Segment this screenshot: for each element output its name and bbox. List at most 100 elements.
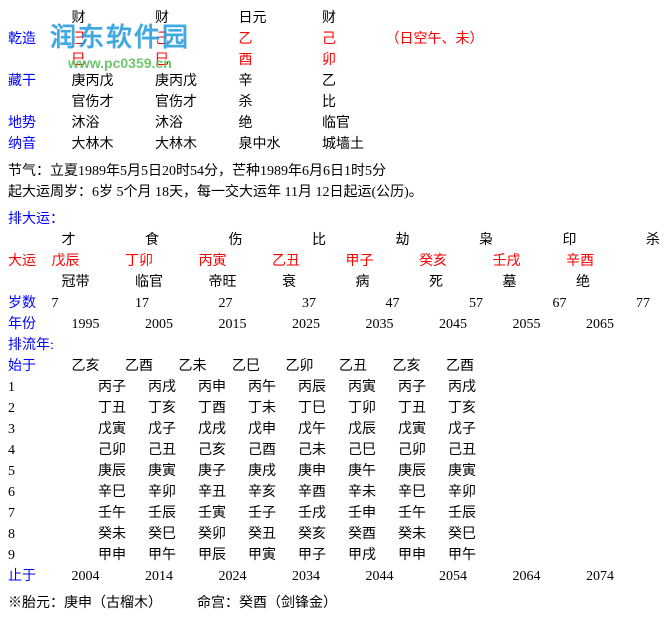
dayun-pillar: 甲子 (346, 251, 416, 272)
liunian-cell: 辛丑 (198, 482, 248, 503)
liunian-cell: 甲午 (148, 545, 198, 566)
liunian-row-num: 8 (8, 524, 98, 545)
dayun-pillar: 壬戌 (493, 251, 563, 272)
dayun-year: 2055 (513, 314, 583, 335)
jieqi-line: 节气：立夏1989年5月5日20时54分，芒种1989年6月6日1时5分 (8, 161, 661, 182)
liunian-row-num: 6 (8, 482, 98, 503)
liunian-cell: 丁丑 (98, 398, 148, 419)
dayun-pillar: 辛酉 (566, 251, 594, 272)
liunian-row: 5庚辰庚寅庚子庚戌庚申庚午庚辰庚寅 (8, 461, 661, 482)
liunian-cell: 乙丑 (339, 356, 389, 377)
liunian-cell: 甲戌 (348, 545, 398, 566)
liunian-cell: 己酉 (248, 440, 298, 461)
pillar-stem: 己 (155, 29, 235, 50)
dayun-age: 67 (553, 293, 633, 314)
liunian-cell: 丁未 (248, 398, 298, 419)
dayun-age: 17 (135, 293, 215, 314)
pillar-branches-row: 巳 巳 酉 卯 (8, 50, 661, 71)
liunian-endyear: 2014 (145, 566, 215, 587)
dayun-ages-row: 岁数 7 17 27 37 47 57 67 77 (8, 293, 661, 314)
liunian-cell: 壬子 (248, 503, 298, 524)
liunian-cell: 丙子 (98, 377, 148, 398)
liunian-endyear: 2054 (439, 566, 509, 587)
nayin-cell: 大林木 (155, 134, 235, 155)
dishi-cell: 沐浴 (72, 113, 152, 134)
pillar-stem: 己 (72, 29, 152, 50)
dayun-pillar: 癸亥 (419, 251, 489, 272)
liunian-row-num: 5 (8, 461, 98, 482)
pillar-stem: 乙 (239, 29, 319, 50)
dayun-god: 劫 (396, 230, 476, 251)
liunian-endyear: 2044 (366, 566, 436, 587)
dayun-status: 冠带 (62, 272, 132, 293)
row-label-nayin: 纳音 (8, 134, 68, 155)
liunian-cell: 癸丑 (248, 524, 298, 545)
liunian-cell: 丙申 (198, 377, 248, 398)
dayun-pillars-row: 大运 戊辰 丁卯 丙寅 乙丑 甲子 癸亥 壬戌 辛酉 (8, 251, 661, 272)
liunian-cell: 庚寅 (148, 461, 198, 482)
row-label-canggan: 藏干 (8, 71, 68, 92)
liunian-cell: 壬午 (98, 503, 148, 524)
liunian-cell: 丙戌 (448, 377, 498, 398)
liunian-cell: 丁亥 (448, 398, 498, 419)
pillar-branch: 酉 (239, 50, 319, 71)
dayun-gods-row: 才 食 伤 比 劫 枭 印 杀 (8, 230, 661, 251)
liunian-cell: 辛卯 (448, 482, 498, 503)
liunian-cell: 丁亥 (148, 398, 198, 419)
dayun-status: 绝 (576, 272, 590, 293)
dayun-status: 临官 (135, 272, 205, 293)
liunian-endyear: 2004 (72, 566, 142, 587)
liunian-cell: 丙午 (248, 377, 298, 398)
hidden-god: 杀 (239, 92, 319, 113)
liunian-cell: 丁丑 (398, 398, 448, 419)
hidden-gods-row: 官伤才 官伤才 杀 比 (8, 92, 661, 113)
liunian-cell: 壬午 (398, 503, 448, 524)
pillar-stems-row: 乾造 己 己 乙 己 （日空午、未） (8, 29, 661, 50)
row-label-qianzao: 乾造 (8, 29, 68, 50)
liunian-cell: 辛亥 (248, 482, 298, 503)
hidden-stem: 辛 (239, 71, 319, 92)
liunian-cell: 庚午 (348, 461, 398, 482)
dishi-row: 地势 沐浴 沐浴 绝 临官 (8, 113, 661, 134)
liunian-cell: 乙酉 (446, 356, 496, 377)
year-label: 年份 (8, 314, 68, 335)
liunian-cell: 丙子 (398, 377, 448, 398)
liunian-cell: 甲辰 (198, 545, 248, 566)
liunian-cell: 癸未 (398, 524, 448, 545)
dayun-status: 墓 (503, 272, 573, 293)
liunian-row-num: 2 (8, 398, 98, 419)
day-void-note: （日空午、未） (386, 32, 484, 47)
dishi-cell: 临官 (322, 113, 382, 134)
dayun-status: 帝旺 (209, 272, 279, 293)
dayun-god: 枭 (479, 230, 559, 251)
liunian-cell: 戊午 (298, 419, 348, 440)
liunian-cell: 癸巳 (448, 524, 498, 545)
liunian-row-num: 3 (8, 419, 98, 440)
hidden-stem: 乙 (322, 71, 382, 92)
liunian-cell: 庚寅 (448, 461, 498, 482)
dayun-god: 食 (145, 230, 225, 251)
dayun-year: 2025 (292, 314, 362, 335)
liunian-cell: 乙卯 (286, 356, 336, 377)
liunian-cell: 庚申 (298, 461, 348, 482)
liunian-cell: 丁酉 (198, 398, 248, 419)
liunian-cell: 丙寅 (348, 377, 398, 398)
dayun-age: 27 (219, 293, 299, 314)
liunian-cell: 丁卯 (348, 398, 398, 419)
dayun-age: 47 (386, 293, 466, 314)
liunian-cell: 甲子 (298, 545, 348, 566)
liunian-cell: 壬申 (348, 503, 398, 524)
liunian-endyear: 2034 (292, 566, 362, 587)
liunian-cell: 戊申 (248, 419, 298, 440)
liunian-cell: 戊寅 (398, 419, 448, 440)
dayun-age: 37 (302, 293, 382, 314)
liunian-cell: 己丑 (448, 440, 498, 461)
liunian-row-num: 4 (8, 440, 98, 461)
liunian-start-row: 始于 乙亥 乙酉 乙未 乙巳 乙卯 乙丑 乙亥 乙酉 (8, 356, 661, 377)
liunian-cell: 辛巳 (398, 482, 448, 503)
liunian-cell: 己卯 (98, 440, 148, 461)
liunian-cell: 辛卯 (148, 482, 198, 503)
dayun-age: 77 (636, 293, 650, 314)
liunian-cell: 丙辰 (298, 377, 348, 398)
dayun-pillar: 丙寅 (199, 251, 269, 272)
